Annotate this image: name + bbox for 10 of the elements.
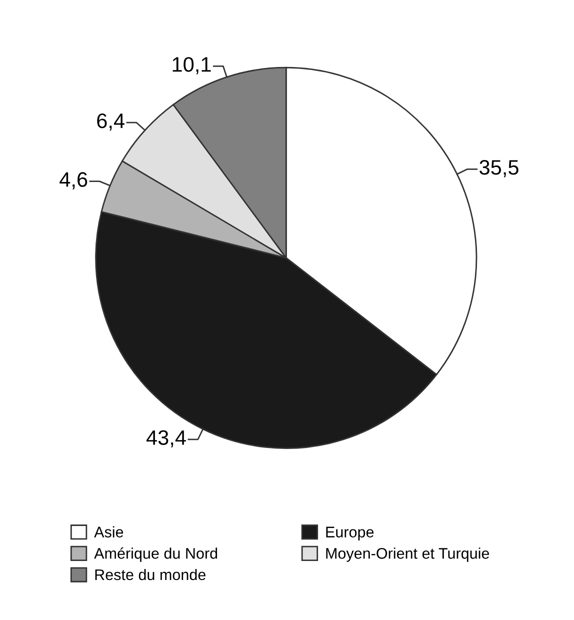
legend-label: Asie <box>94 526 124 538</box>
data-label: 6,4 <box>97 113 124 131</box>
data-label: 35,5 <box>480 160 518 178</box>
legend-label: Reste du monde <box>95 568 206 580</box>
legend-label: Europe <box>326 526 374 540</box>
legend-label: Moyen-Orient et Turquie <box>326 548 490 562</box>
data-label: 43,4 <box>146 430 186 448</box>
data-label: 4,6 <box>60 172 88 190</box>
legend-label: Amérique du Nord <box>94 547 218 562</box>
data-label: 10,1 <box>172 57 211 74</box>
